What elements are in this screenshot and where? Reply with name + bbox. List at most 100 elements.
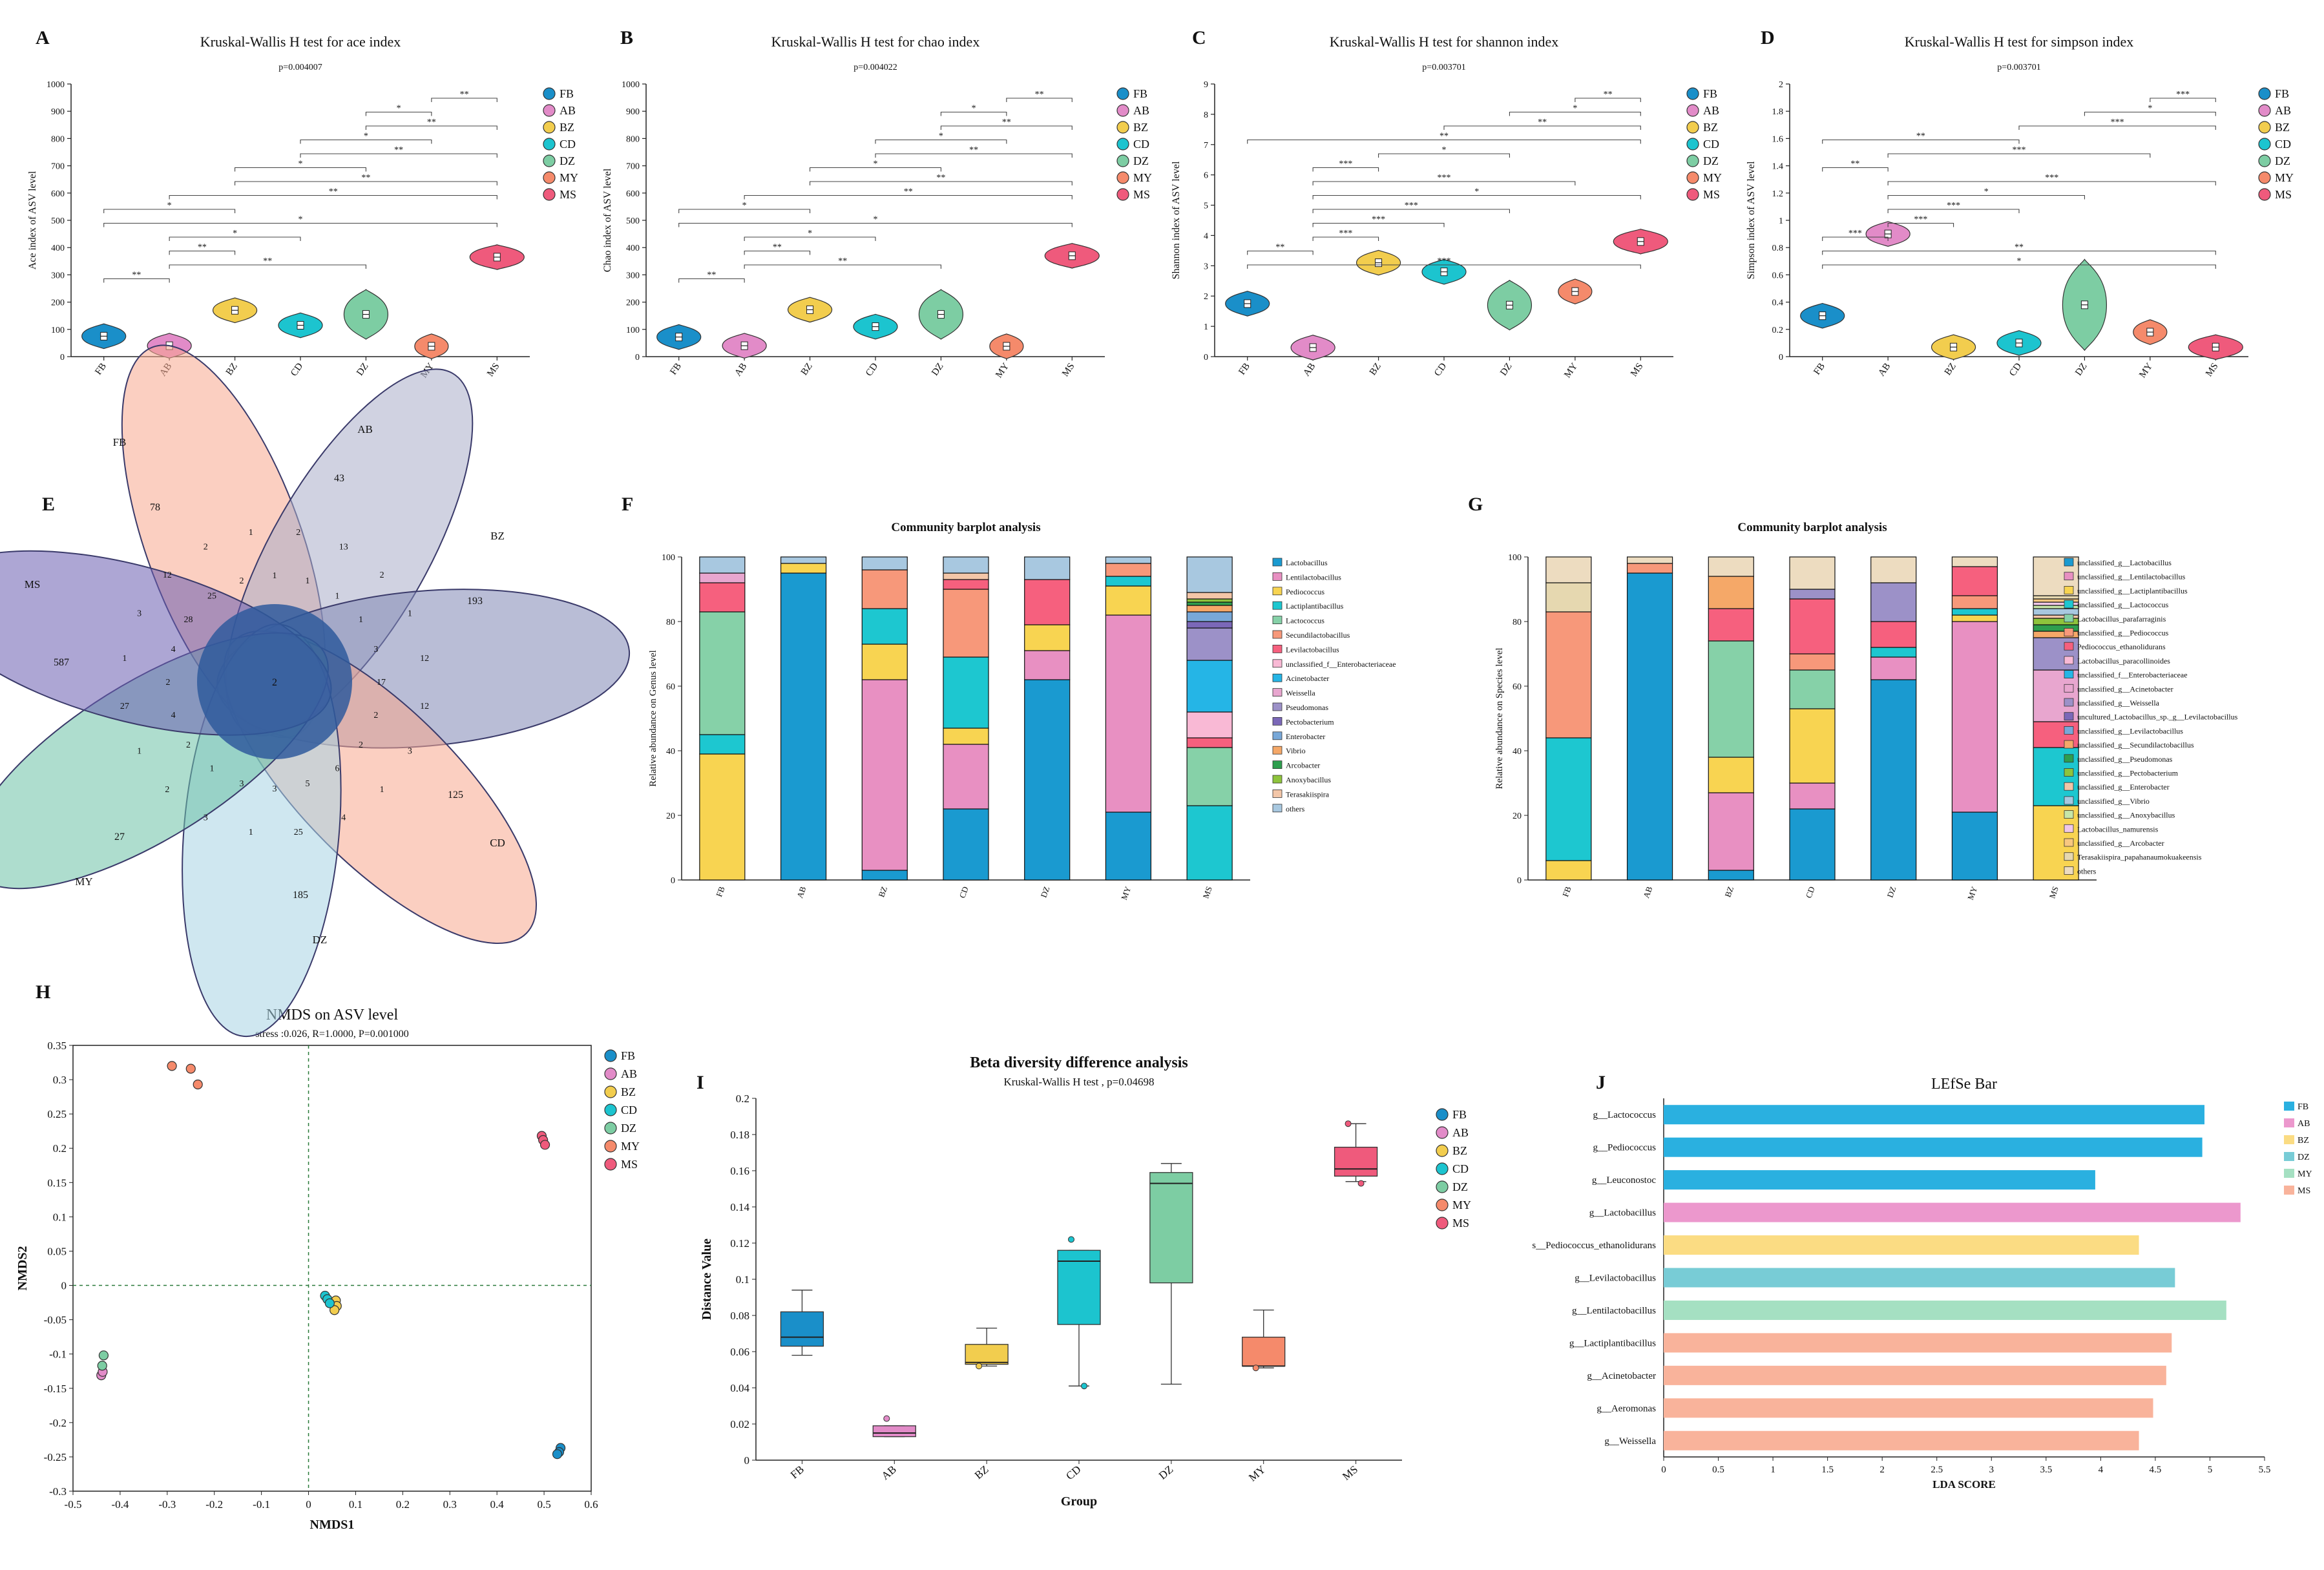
significance-bracket bbox=[744, 264, 941, 269]
significance-stars: ** bbox=[904, 187, 913, 197]
y-tick-label: 80 bbox=[1513, 618, 1522, 627]
y-tick-label: 0.12 bbox=[730, 1237, 749, 1250]
legend-swatch bbox=[1272, 673, 1282, 682]
bar-segment-ab bbox=[1626, 572, 1673, 881]
y-tick-label: 700 bbox=[51, 162, 65, 172]
chart-title: Kruskal-Wallis H test for shannon index bbox=[1330, 34, 1558, 50]
bar-segment-bz bbox=[1708, 576, 1754, 609]
legend-swatch-ms bbox=[2284, 1186, 2294, 1195]
legend-label: unclassified_g__Acinetobacter bbox=[2077, 684, 2173, 693]
x-tick-label-ms: MS bbox=[1060, 361, 1077, 379]
x-tick-label-bz: BZ bbox=[972, 1463, 991, 1482]
legend-marker-my bbox=[1686, 171, 1699, 184]
y-tick-label: 60 bbox=[1513, 682, 1522, 692]
venn-region-count: 2 bbox=[186, 740, 191, 750]
significance-stars: *** bbox=[1372, 215, 1385, 225]
lda-bar-6 bbox=[1664, 1300, 2226, 1320]
venn-region-count: 1 bbox=[210, 764, 215, 773]
legend-swatch bbox=[2064, 628, 2074, 636]
y-axis-label: Chao index of ASV level bbox=[602, 168, 613, 272]
venn-core-region bbox=[197, 604, 352, 759]
x-tick-label-ab: AB bbox=[1641, 885, 1654, 899]
significance-bracket bbox=[365, 125, 497, 130]
category-label: g__Lactobacillus bbox=[1589, 1208, 1656, 1219]
bar-segment-fb bbox=[1545, 737, 1592, 861]
legend-swatch bbox=[2064, 866, 2074, 875]
lda-bar-7 bbox=[1664, 1333, 2172, 1353]
significance-bracket bbox=[1312, 222, 1445, 227]
significance-stars: * bbox=[167, 201, 172, 211]
venn-unique-count-cd: 125 bbox=[448, 790, 463, 801]
legend-label-ms: MS bbox=[1133, 188, 1150, 201]
x-tick-label-dz: DZ bbox=[355, 361, 371, 378]
bar-segment-bz bbox=[1708, 640, 1754, 758]
significance-bracket bbox=[810, 181, 1073, 185]
bar-segment-bz bbox=[1708, 608, 1754, 642]
bar-segment-ab bbox=[1626, 563, 1673, 574]
bar-segment-bz bbox=[861, 556, 908, 570]
x-tick-label-dz: DZ bbox=[1039, 885, 1052, 899]
panel-letter-d: D bbox=[1761, 27, 1775, 48]
x-tick-label-bz: BZ bbox=[876, 885, 889, 899]
bar-segment-my bbox=[1951, 621, 1998, 813]
significance-bracket bbox=[169, 250, 236, 255]
significance-bracket bbox=[678, 209, 811, 213]
chart-title: Kruskal-Wallis H test for simpson index bbox=[1905, 34, 2133, 50]
x-tick-label-my: MY bbox=[2137, 361, 2155, 380]
significance-bracket bbox=[1887, 209, 2020, 213]
venn-region-count: 1 bbox=[249, 828, 253, 837]
significance-stars: *** bbox=[2013, 145, 2026, 155]
lefse-panel-j: LEfSe Bar 0 0.5 1 1.5 2 2.5 3 3.5 4 4.5 5 5.5 LDA SCO… bbox=[1532, 1076, 2312, 1491]
legend-label: Arcobacter bbox=[1286, 761, 1320, 770]
significance-stars: * bbox=[808, 229, 812, 238]
bar-segment-bz bbox=[861, 569, 908, 609]
legend-label-my: MY bbox=[2298, 1169, 2312, 1179]
bar-segment-cd bbox=[943, 744, 989, 810]
significance-stars: * bbox=[972, 104, 976, 114]
y-tick-label: 0.8 bbox=[1772, 244, 1784, 253]
y-axis-label: Ace index of ASV level bbox=[27, 171, 38, 269]
legend-swatch bbox=[1272, 790, 1282, 798]
y-tick-label: 2 bbox=[1779, 80, 1783, 90]
significance-bracket bbox=[810, 167, 941, 172]
bar-segment-dz bbox=[1024, 650, 1071, 680]
x-tick-label-bz: BZ bbox=[1368, 361, 1383, 377]
significance-stars: * bbox=[2017, 256, 2022, 266]
y-tick-label: 4 bbox=[1204, 231, 1208, 241]
x-tick-label-fb: FB bbox=[93, 361, 109, 377]
x-tick-label-cd: CD bbox=[1432, 361, 1449, 378]
significance-bracket bbox=[2018, 125, 2216, 130]
significance-bracket bbox=[744, 236, 876, 241]
y-tick-label: 0 bbox=[61, 1280, 67, 1292]
x-tick-label-bz: BZ bbox=[799, 361, 815, 377]
bar-segment-cd bbox=[943, 556, 989, 574]
significance-bracket bbox=[300, 153, 497, 158]
legend-swatch bbox=[2064, 572, 2074, 581]
y-tick-label: 0.3 bbox=[53, 1074, 67, 1086]
significance-stars: *** bbox=[1405, 201, 1418, 211]
y-axis-label: Simpson index of ASV level bbox=[1746, 161, 1757, 279]
legend-marker-ab bbox=[2258, 104, 2271, 117]
significance-stars: *** bbox=[2176, 90, 2190, 99]
x-tick-label-my: MY bbox=[1562, 361, 1580, 380]
legend-label-bz: BZ bbox=[621, 1085, 636, 1098]
bar-segment-bz bbox=[1708, 792, 1754, 871]
point-my bbox=[193, 1079, 203, 1090]
venn-region-count: 27 bbox=[120, 702, 129, 711]
legend-swatch bbox=[2064, 670, 2074, 678]
y-tick-label: 1 bbox=[1204, 322, 1208, 332]
y-tick-label: 400 bbox=[626, 244, 640, 253]
legend-label-my: MY bbox=[1703, 171, 1722, 184]
y-tick-label: 20 bbox=[1513, 811, 1522, 821]
legend-label: unclassified_g__Lactococcus bbox=[2077, 600, 2169, 609]
legend-swatch bbox=[2064, 796, 2074, 805]
legend-label-ms: MS bbox=[560, 188, 576, 201]
bar-segment-bz bbox=[861, 679, 908, 871]
y-tick-label: 300 bbox=[51, 271, 65, 280]
legend-marker-ms bbox=[1686, 188, 1699, 201]
x-tick-label-dz: DZ bbox=[1498, 361, 1514, 378]
bar-segment-ms bbox=[1186, 556, 1233, 593]
legend-label: Lentilactobacillus bbox=[1286, 572, 1341, 581]
x-tick-label-ms: MS bbox=[1200, 885, 1214, 900]
